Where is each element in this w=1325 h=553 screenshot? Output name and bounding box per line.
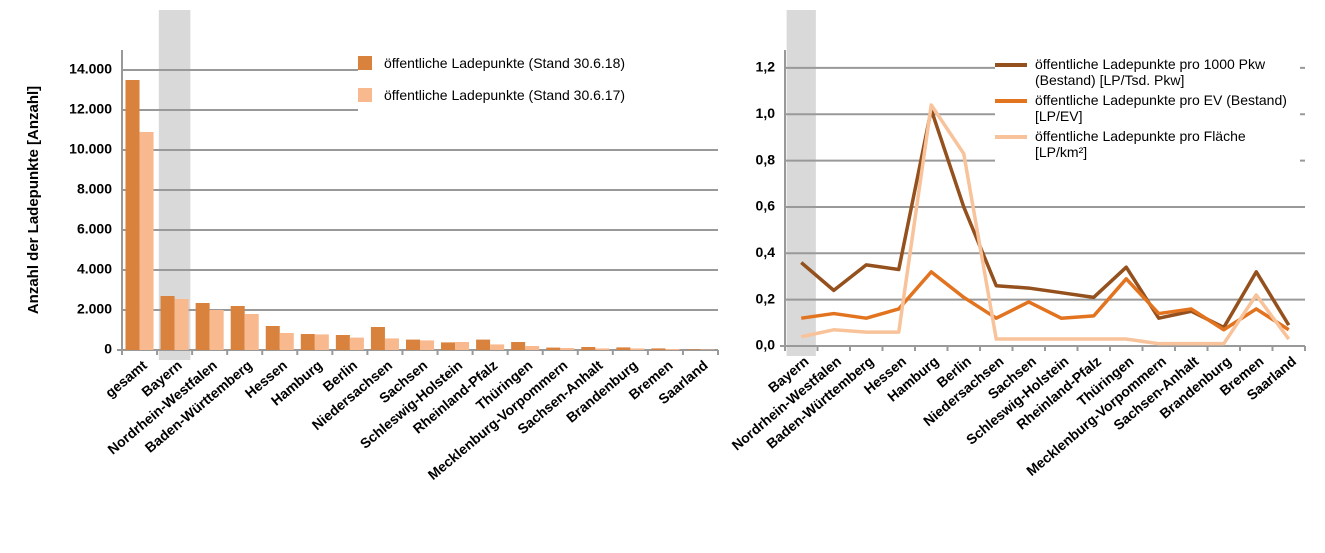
bar (665, 349, 680, 350)
y-tick-label: 2.000 (77, 301, 112, 317)
legend-swatch (358, 88, 372, 102)
legend-label: öffentliche Ladepunkte pro Fläche [LP/km… (1035, 128, 1246, 160)
bar (511, 342, 526, 350)
y-tick-label: 14.000 (69, 61, 112, 77)
bar (335, 335, 350, 350)
bar (300, 334, 315, 350)
bar (651, 348, 666, 350)
legend-label: öffentliche Ladepunkte (Stand 30.6.18) (384, 55, 626, 71)
legend-item: öffentliche Ladepunkte pro Fläche [LP/km… (995, 128, 1300, 160)
bar (525, 346, 540, 350)
bar (125, 80, 140, 350)
legend: öffentliche Ladepunkte pro 1000 Pkw (Bes… (995, 56, 1300, 164)
bar (139, 132, 154, 350)
legend-label: öffentliche Ladepunkte (Stand 30.6.17) (384, 87, 626, 103)
bar (616, 347, 631, 350)
bar (455, 342, 470, 350)
legend-item: öffentliche Ladepunkte (Stand 30.6.18) (358, 55, 718, 71)
legend-label: öffentliche Ladepunkte pro 1000 Pkw (Bes… (1035, 56, 1266, 88)
legend-swatch (995, 99, 1027, 103)
bar (420, 340, 435, 350)
legend-item: öffentliche Ladepunkte pro EV (Bestand) … (995, 92, 1300, 124)
bar (279, 333, 294, 350)
bar (686, 349, 701, 350)
y-tick-label: 0,8 (756, 151, 776, 167)
bar (581, 347, 596, 350)
bar (560, 348, 575, 350)
y-tick-label: 0,4 (756, 244, 776, 260)
legend-swatch (995, 63, 1027, 67)
bar (630, 348, 645, 350)
bar (546, 347, 561, 350)
legend-item: öffentliche Ladepunkte (Stand 30.6.17) (358, 87, 718, 103)
y-tick-label: 6.000 (77, 221, 112, 237)
y-tick-label: 1,0 (756, 105, 776, 121)
y-tick-label: 8.000 (77, 181, 112, 197)
bar (195, 303, 210, 350)
line (801, 270, 1290, 332)
y-axis-label: Anzahl der Ladepunkte [Anzahl] (25, 86, 42, 314)
highlight-band (786, 10, 816, 356)
legend-swatch (995, 135, 1027, 139)
bar (476, 339, 491, 350)
bar (370, 327, 385, 350)
legend-label: öffentliche Ladepunkte pro EV (Bestand) … (1035, 92, 1287, 124)
legend-item: öffentliche Ladepunkte pro 1000 Pkw (Bes… (995, 56, 1300, 88)
y-tick-label: 0,2 (756, 290, 776, 306)
legend: öffentliche Ladepunkte (Stand 30.6.18) öf… (358, 55, 718, 119)
y-tick-label: 0 (104, 341, 112, 357)
y-tick-label: 12.000 (69, 101, 112, 117)
bar (490, 344, 505, 350)
bar (265, 326, 280, 350)
line (800, 103, 1291, 346)
bar (349, 337, 364, 350)
y-tick-label: 0,0 (756, 337, 776, 353)
bar (441, 342, 456, 350)
y-tick-label: 1,2 (756, 59, 776, 75)
bar (230, 306, 245, 350)
bar (384, 338, 399, 350)
bar (595, 348, 610, 350)
bar (405, 339, 420, 350)
legend-swatch (358, 56, 372, 70)
bar (244, 314, 259, 350)
y-tick-label: 0,6 (756, 198, 776, 214)
y-tick-label: 10.000 (69, 141, 112, 157)
bar (160, 296, 175, 350)
bar (314, 334, 329, 350)
bar (209, 310, 224, 350)
y-tick-label: 4.000 (77, 261, 112, 277)
bar (174, 299, 189, 350)
